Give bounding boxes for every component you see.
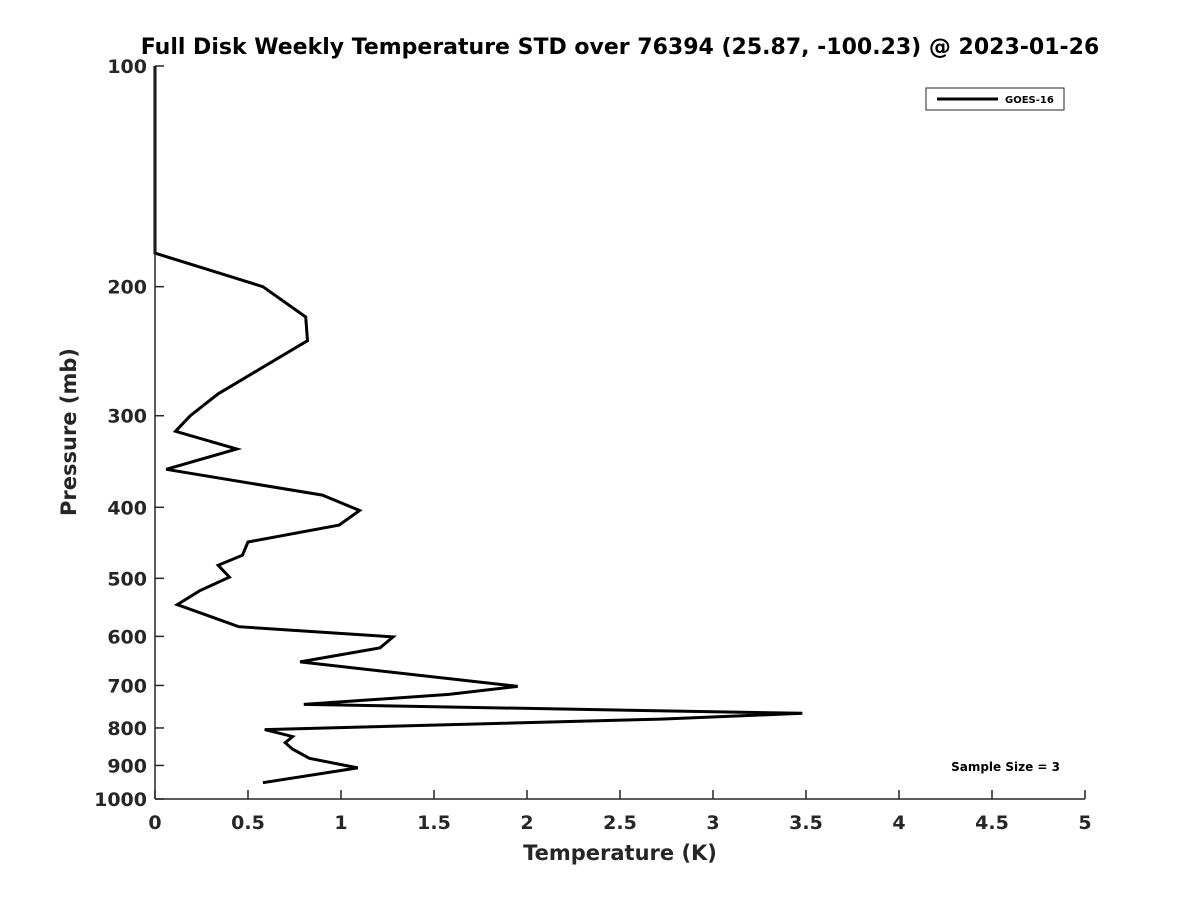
x-tick-label: 2 xyxy=(520,812,533,834)
y-tick-label: 800 xyxy=(107,718,147,740)
y-axis-label: Pressure (mb) xyxy=(57,348,81,516)
x-tick-label: 4.5 xyxy=(975,812,1009,834)
x-tick-label: 0 xyxy=(148,812,161,834)
x-tick-label: 1.5 xyxy=(417,812,451,834)
chart-title: Full Disk Weekly Temperature STD over 76… xyxy=(141,35,1100,60)
plot-area: 0 0.5 1 1.5 2 2.5 3 3.5 4 4.5 5 100 200 300 400 500 600… xyxy=(94,56,1092,834)
x-tick-label: 3.5 xyxy=(789,812,823,834)
x-tick-label: 3 xyxy=(706,812,719,834)
series-line-0 xyxy=(153,66,803,785)
y-tick-label: 300 xyxy=(107,406,147,428)
legend-label: GOES-16 xyxy=(1005,95,1054,106)
y-tick-label: 600 xyxy=(107,626,147,648)
x-tick-label: 4 xyxy=(892,812,905,834)
sample-size-annotation: Sample Size = 3 xyxy=(951,760,1060,774)
x-tick-label: 2.5 xyxy=(603,812,637,834)
legend: GOES-16 xyxy=(925,87,1065,111)
y-tick-label: 100 xyxy=(107,56,147,78)
x-tick-label: 0.5 xyxy=(231,812,265,834)
y-tick-label: 1000 xyxy=(94,789,147,811)
x-tick-label: 5 xyxy=(1078,812,1091,834)
y-tick-label: 700 xyxy=(107,675,147,697)
y-tick-label: 500 xyxy=(107,568,147,590)
y-tick-label: 900 xyxy=(107,755,147,777)
x-tick-label: 1 xyxy=(334,812,347,834)
x-axis-label: Temperature (K) xyxy=(523,841,717,865)
y-ticks: 100 200 300 400 500 600 700 800 900 1000 xyxy=(94,56,164,811)
series-layer xyxy=(153,66,803,785)
y-tick-label: 200 xyxy=(107,277,147,299)
y-tick-label: 400 xyxy=(107,497,147,519)
x-ticks: 0 0.5 1 1.5 2 2.5 3 3.5 4 4.5 5 xyxy=(148,790,1092,834)
